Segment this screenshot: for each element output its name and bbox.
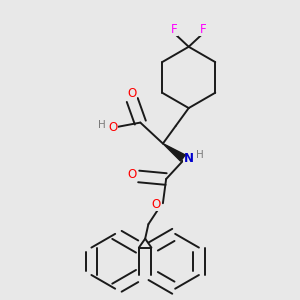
Text: N: N (184, 152, 194, 165)
Text: O: O (151, 198, 160, 211)
Text: O: O (128, 168, 137, 181)
Text: O: O (108, 121, 118, 134)
Text: H: H (98, 120, 106, 130)
Text: H: H (196, 151, 204, 160)
Text: F: F (200, 22, 206, 35)
Text: F: F (171, 22, 178, 35)
Text: O: O (128, 87, 137, 100)
Polygon shape (163, 143, 185, 161)
